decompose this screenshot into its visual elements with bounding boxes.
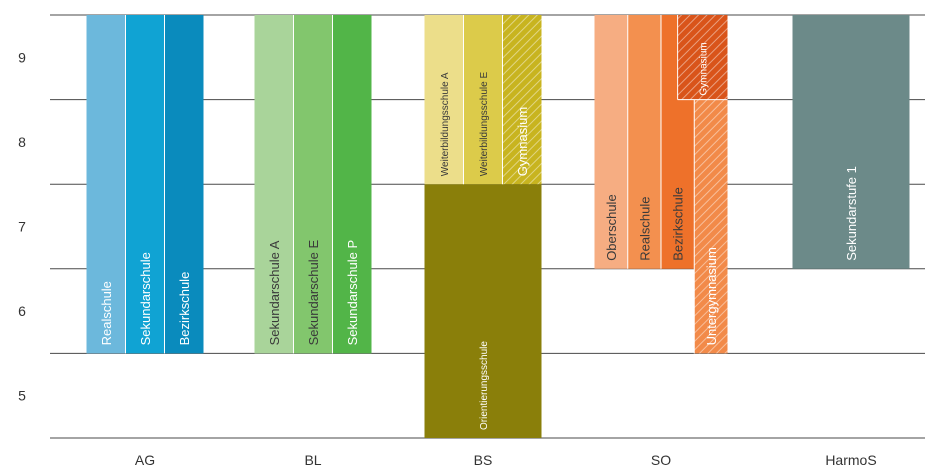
y-tick-label: 8 xyxy=(18,134,26,150)
bar-label: Oberschule xyxy=(604,194,619,260)
bar-segment xyxy=(254,15,294,354)
bar-label: Gymnasium xyxy=(515,107,530,176)
axes: 5 6 7 8 9 AG BL BS SO HarmoS xyxy=(18,49,877,468)
bar-label: Sekundarschule A xyxy=(267,240,282,345)
y-tick-label: 5 xyxy=(18,388,26,404)
bar-segment xyxy=(463,15,503,185)
bar-label: Weiterbildungsschule A xyxy=(440,72,451,176)
bar-segment xyxy=(594,15,628,269)
bar-label: Realschule xyxy=(637,196,652,260)
x-category-label: AG xyxy=(135,452,155,468)
bar-hatch xyxy=(502,15,542,185)
bar-hatch xyxy=(677,15,728,100)
bar-segment xyxy=(125,15,165,354)
bar-segment xyxy=(424,184,542,438)
bar-label: Untergymnasium xyxy=(704,247,719,345)
x-category-label: SO xyxy=(651,452,671,468)
bar-label: Weiterbildungsschule E xyxy=(479,72,490,177)
y-tick-label: 9 xyxy=(18,49,26,65)
bar-segment xyxy=(164,15,204,354)
bar-label: Orientierungsschule xyxy=(479,341,490,430)
bar-label: Bezirkschule xyxy=(177,272,192,346)
x-category-label: BL xyxy=(304,452,321,468)
y-tick-label: 7 xyxy=(18,219,26,235)
bar-label: Realschule xyxy=(99,281,114,345)
bar-label: Gymnasium xyxy=(699,42,710,95)
y-tick-label: 6 xyxy=(18,303,26,319)
x-category-label: HarmoS xyxy=(825,452,876,468)
bar-segment xyxy=(627,15,661,269)
bars: Realschule Sekundarschule Bezirkschule Seku… xyxy=(86,15,910,438)
bar-segment xyxy=(86,15,126,354)
bar-label: Sekundarstufe 1 xyxy=(844,166,859,261)
bar-label: Bezirkschule xyxy=(671,187,686,261)
bar-label: Sekundarschule P xyxy=(345,240,360,346)
bar-segment xyxy=(424,15,464,185)
bar-segment xyxy=(293,15,333,354)
bar-label: Sekundarschule E xyxy=(306,240,321,346)
x-category-label: BS xyxy=(474,452,493,468)
bar-segment xyxy=(792,15,910,269)
bar-segment xyxy=(332,15,372,354)
bar-label: Sekundarschule xyxy=(138,252,153,345)
bar-hatch xyxy=(694,99,728,354)
